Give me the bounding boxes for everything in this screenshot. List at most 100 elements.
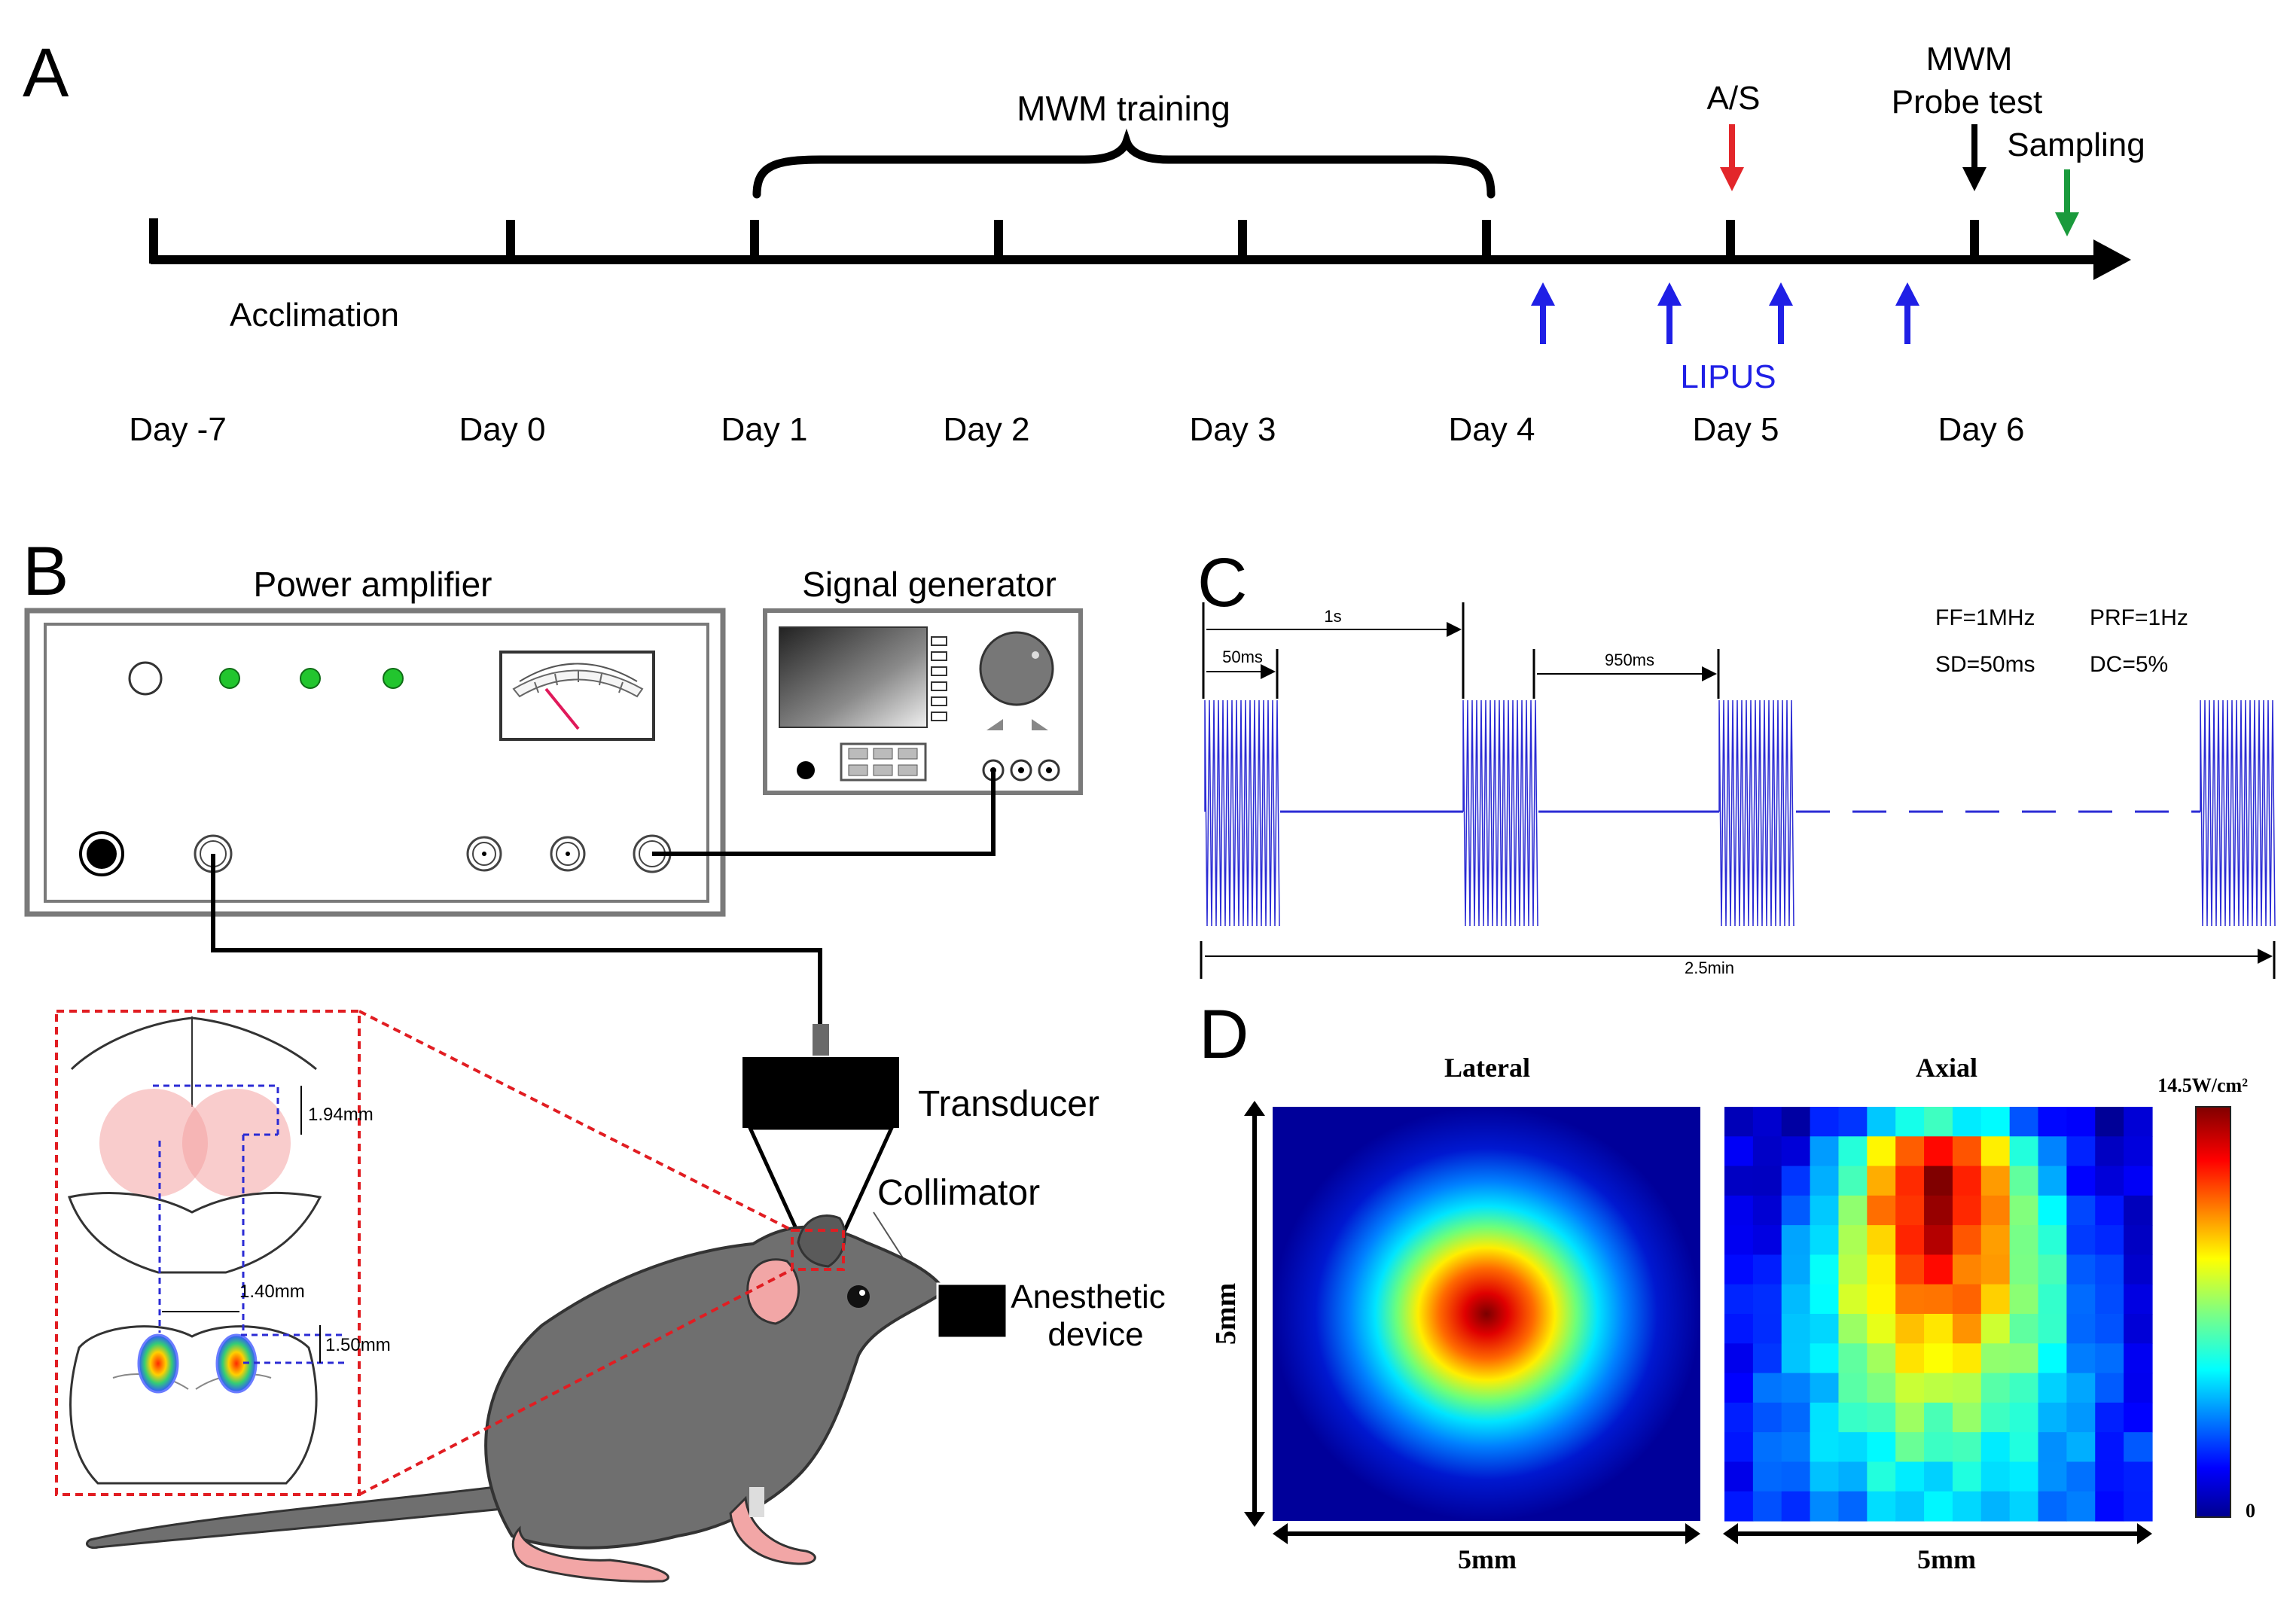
axial-heatmap-cell — [2009, 1136, 2039, 1167]
axial-heatmap-cell — [2038, 1343, 2067, 1374]
axial-heatmap-cell — [1810, 1284, 1840, 1315]
axial-heatmap-cell — [1924, 1225, 1953, 1256]
axial-heatmap-cell — [1838, 1225, 1868, 1256]
focal-zone-right — [182, 1089, 291, 1197]
axial-heatmap-cell — [2095, 1225, 2124, 1256]
axial-heatmap-cell — [2124, 1402, 2153, 1433]
anesthetic-device — [936, 1282, 1008, 1339]
axial-heatmap-cell — [1781, 1432, 1811, 1463]
axial-heatmap-cell — [1752, 1284, 1782, 1315]
axial-heatmap-cell — [1980, 1254, 2011, 1285]
axial-heatmap-cell — [1895, 1195, 1925, 1226]
axial-heatmap-cell — [2124, 1166, 2153, 1196]
amp-led-green — [219, 668, 240, 689]
axial-heatmap-cell — [1952, 1254, 1982, 1285]
axial-heatmap-cell — [2124, 1284, 2153, 1315]
axial-heatmap-cell — [1838, 1136, 1868, 1167]
waveform-burst — [1718, 699, 1794, 927]
dim-2-label: 1.40mm — [239, 1281, 305, 1302]
axial-heatmap-cell — [1867, 1195, 1896, 1226]
panel-b: B Power amplifier Signal generator — [23, 533, 1166, 1583]
amp-led-green — [383, 668, 404, 689]
zoom-line-top — [358, 1010, 793, 1232]
axial-heatmap — [1724, 1107, 2153, 1522]
axial-heatmap-cell — [1781, 1373, 1811, 1403]
axial-heatmap-cell — [1952, 1136, 1982, 1167]
axial-heatmap-cell — [1924, 1284, 1953, 1315]
axial-heatmap-cell — [2038, 1461, 2067, 1492]
axial-heatmap-cell — [2066, 1491, 2096, 1522]
training-label: MWM training — [1017, 89, 1230, 128]
axial-heatmap-cell — [2009, 1432, 2039, 1463]
waveform-burst — [1462, 699, 1538, 927]
axial-heatmap-cell — [1752, 1432, 1782, 1463]
axial-heatmap-cell — [1895, 1461, 1925, 1492]
axial-heatmap-cell — [1724, 1373, 1754, 1403]
amp-power-indicator — [128, 661, 163, 696]
axial-heatmap-cell — [1895, 1373, 1925, 1403]
axial-heatmap-cell — [1980, 1107, 2011, 1137]
siggen-power-button — [797, 761, 815, 779]
axial-heatmap-cell — [1724, 1461, 1754, 1492]
connector-pin — [566, 852, 570, 856]
panel-b-letter: B — [23, 533, 69, 610]
axial-heatmap-cell — [1952, 1402, 1982, 1433]
axial-heatmap-cell — [2038, 1107, 2067, 1137]
axial-heatmap-cell — [1752, 1107, 1782, 1137]
siggen-key — [898, 764, 918, 776]
axial-heatmap-cell — [1952, 1225, 1982, 1256]
mouse-eye-highlight — [859, 1290, 865, 1296]
siggen-key — [848, 764, 868, 776]
axial-heatmap-cell — [1752, 1166, 1782, 1196]
meter-scale — [512, 669, 644, 698]
axial-heatmap-cell — [2009, 1491, 2039, 1522]
sampling-label: Sampling — [2007, 126, 2145, 163]
amp-led-green — [300, 668, 321, 689]
axial-heatmap-cell — [1867, 1343, 1896, 1374]
axial-heatmap-cell — [2066, 1225, 2096, 1256]
axial-heatmap-cell — [1810, 1166, 1840, 1196]
brain-inset: 1.94mm 1.40mm 1.50mm — [68, 1016, 391, 1485]
label-total: 2.5min — [1685, 958, 1734, 977]
siggen-dial-marker — [1032, 651, 1039, 659]
axial-heatmap-cell — [1781, 1225, 1811, 1256]
day-label: Day -7 — [129, 411, 227, 448]
axial-heatmap-cell — [1838, 1491, 1868, 1522]
axial-heatmap-cell — [1980, 1225, 2011, 1256]
panel-d-letter: D — [1199, 996, 1249, 1073]
axial-heatmap-cell — [1952, 1343, 1982, 1374]
axial-heatmap-cell — [2124, 1491, 2153, 1522]
focal-zone-left — [99, 1089, 208, 1197]
mwm-label: MWM — [1926, 41, 2013, 78]
meter-arc — [519, 663, 638, 682]
axial-heatmap-cell — [2095, 1136, 2124, 1167]
siggen-key — [898, 748, 918, 760]
axial-heatmap-cell — [1924, 1432, 1953, 1463]
x-axis-arrow-right — [2137, 1523, 2152, 1544]
axial-heatmap-cell — [1867, 1284, 1896, 1315]
target-region-box — [791, 1229, 845, 1271]
axial-heatmap-cell — [1838, 1432, 1868, 1463]
y-axis-label: 5mm — [1210, 1283, 1242, 1345]
axial-heatmap-cell — [1724, 1314, 1754, 1344]
axial-heatmap-cell — [2066, 1461, 2096, 1492]
axial-heatmap-cell — [1980, 1166, 2011, 1196]
axial-heatmap-cell — [2066, 1343, 2096, 1374]
axial-heatmap-cell — [2095, 1432, 2124, 1463]
panel-a: A MWM training Acclimation A/S MWM Probe… — [23, 35, 2145, 448]
waveform-burst — [1204, 699, 1280, 927]
collimator-label: Collimator — [877, 1173, 1040, 1213]
axial-heatmap-cell — [1810, 1373, 1840, 1403]
axial-heatmap-cell — [1724, 1402, 1754, 1433]
axial-heatmap-cell — [2066, 1254, 2096, 1285]
day-label: Day 6 — [1938, 411, 2025, 448]
axial-heatmap-cell — [1980, 1136, 2011, 1167]
sampling-arrow-head — [2055, 212, 2079, 236]
meter-needle — [544, 687, 580, 730]
day-label: Day 2 — [944, 411, 1030, 448]
axial-heatmap-cell — [2038, 1491, 2067, 1522]
axial-heatmap-cell — [2124, 1432, 2153, 1463]
as-label: A/S — [1707, 80, 1761, 117]
transducer-connector — [813, 1024, 829, 1056]
axial-heatmap-cell — [1895, 1225, 1925, 1256]
